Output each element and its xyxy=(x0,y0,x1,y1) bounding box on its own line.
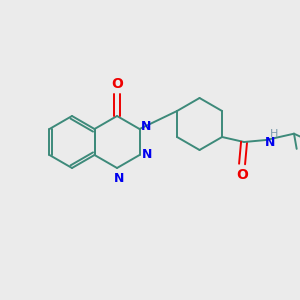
Text: N: N xyxy=(265,136,275,149)
Text: N: N xyxy=(114,172,124,184)
Text: O: O xyxy=(236,168,248,182)
Text: N: N xyxy=(141,121,152,134)
Text: N: N xyxy=(142,148,153,161)
Text: H: H xyxy=(270,129,278,139)
Text: O: O xyxy=(111,77,123,91)
